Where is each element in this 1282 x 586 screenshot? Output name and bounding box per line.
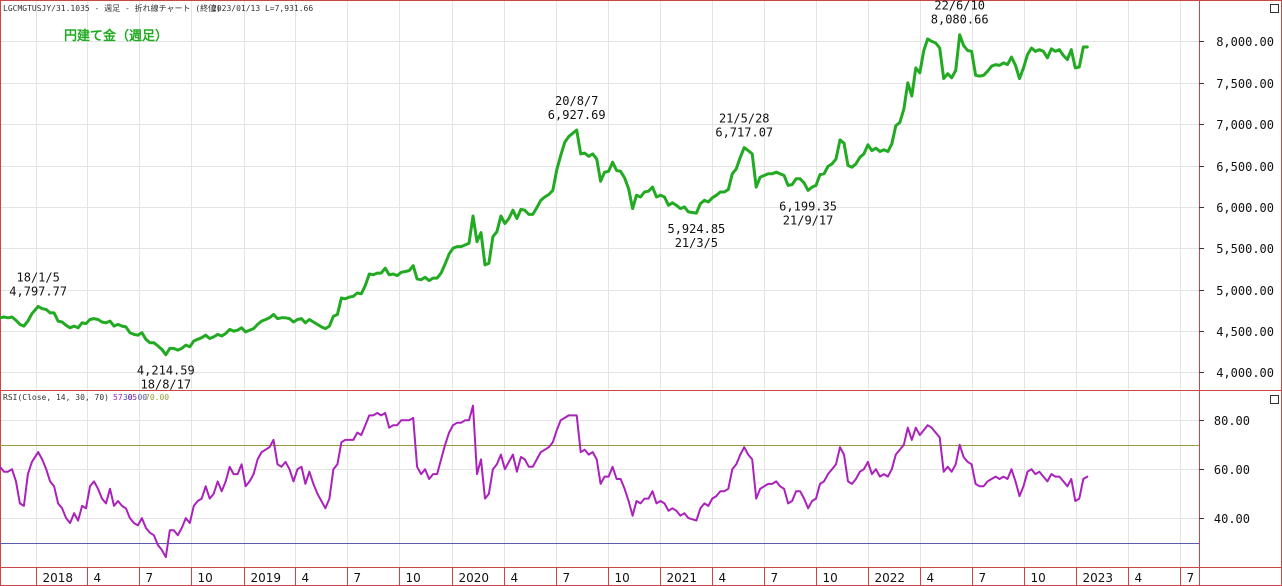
- rsi-header: RSI(Close, 14, 30, 70) 57.05 30.00 70.00: [3, 393, 169, 402]
- rsi-plot: [0, 404, 1199, 559]
- price-y-tick-label: 6,500.00: [1216, 160, 1274, 174]
- price-annotation: 21/5/286,717.07: [715, 112, 773, 140]
- price-y-tick-label: 5,000.00: [1216, 284, 1274, 298]
- rsi-lower-value: 30.00: [123, 393, 147, 402]
- x-tick-label: 10: [198, 571, 213, 585]
- x-tick-label: 4: [719, 571, 727, 585]
- price-annotation: 22/6/108,080.66: [931, 0, 989, 27]
- rsi-upper-value: 70.00: [145, 393, 169, 402]
- x-tick-label: 4: [1135, 571, 1143, 585]
- date-header: 2023/01/13 L=7,931.66: [212, 4, 313, 13]
- price-panel-close-button[interactable]: [1270, 4, 1279, 13]
- price-y-tick-label: 4,500.00: [1216, 325, 1274, 339]
- symbol-header: LGCMGTUSJY/31.1035 - 週足 - 折れ線チャート (終値): [3, 3, 221, 13]
- price-series-line: [0, 33, 1089, 357]
- annotation-line-2: 4,797.77: [9, 284, 67, 298]
- annotation-line-1: 22/6/10: [934, 0, 985, 13]
- x-tick-label: 10: [823, 571, 838, 585]
- x-tick-label: 2023: [1083, 571, 1114, 585]
- rsi-y-tick-label: 80.00: [1214, 414, 1250, 428]
- annotation-line-2: 8,080.66: [931, 13, 989, 27]
- rsi-y-axis: 40.00 60.00 80.00: [1199, 414, 1250, 526]
- price-y-tick-label: 8,000.00: [1216, 35, 1274, 49]
- rsi-series-line: [0, 404, 1089, 559]
- rsi-value: 57.05: [113, 393, 137, 402]
- price-y-tick-label: 7,500.00: [1216, 77, 1274, 91]
- annotation-line-1: 4,214.59: [137, 364, 195, 378]
- rsi-y-tick-label: 40.00: [1214, 512, 1250, 526]
- rsi-gridlines: [0, 391, 1199, 567]
- price-y-tick-label: 7,000.00: [1216, 118, 1274, 132]
- annotation-line-2: 6,717.07: [715, 126, 773, 140]
- annotation-line-1: 20/8/7: [555, 94, 598, 108]
- annotation-line-2: 21/9/17: [783, 213, 834, 227]
- annotation-line-2: 21/3/5: [675, 236, 718, 250]
- x-tick-label: 7: [979, 571, 987, 585]
- price-y-tick-label: 4,000.00: [1216, 366, 1274, 380]
- x-tick-label: 4: [927, 571, 935, 585]
- x-tick-label: 4: [94, 571, 102, 585]
- x-tick-label: 2021: [667, 571, 698, 585]
- x-tick-label: 10: [615, 571, 630, 585]
- price-y-tick-label: 5,500.00: [1216, 242, 1274, 256]
- price-y-axis: 4,000.00 4,500.00 5,000.00 5,500.00 6,000.00…: [1199, 35, 1274, 380]
- x-tick-label: 7: [146, 571, 154, 585]
- x-tick-label: 10: [406, 571, 421, 585]
- annotation-line-1: 21/5/28: [719, 112, 770, 126]
- x-tick-label: 4: [302, 571, 310, 585]
- chart-title: 円建て金（週足）: [64, 28, 168, 44]
- rsi-label: RSI(Close, 14, 30, 70): [3, 393, 109, 402]
- x-tick-label: 2020: [459, 571, 490, 585]
- x-tick-label: 2022: [875, 571, 906, 585]
- rsi-y-tick-label: 60.00: [1214, 463, 1250, 477]
- annotation-line-1: 18/1/5: [17, 270, 60, 284]
- price-y-tick-label: 6,000.00: [1216, 201, 1274, 215]
- x-tick-label: 2018: [43, 571, 74, 585]
- x-tick-label: 7: [1187, 571, 1195, 585]
- x-tick-label: 7: [354, 571, 362, 585]
- x-tick-label: 2019: [251, 571, 282, 585]
- price-gridlines: [0, 0, 1199, 389]
- annotation-line-1: 6,199.35: [779, 199, 837, 213]
- price-plot: [0, 33, 1089, 357]
- date-x-axis: 2018 4 7 10 2019 4 7 10 2020 4 7 10 2021 4 7 10 2022 4 7 10…: [36, 567, 1195, 586]
- annotation-line-1: 5,924.85: [667, 222, 725, 236]
- price-annotation: 20/8/76,927.69: [548, 94, 606, 122]
- x-tick-label: 10: [1031, 571, 1046, 585]
- x-tick-label: 7: [563, 571, 571, 585]
- x-tick-label: 7: [771, 571, 779, 585]
- price-annotation: 18/1/54,797.77: [9, 270, 67, 298]
- x-tick-label: 4: [511, 571, 519, 585]
- rsi-panel-close-button[interactable]: [1270, 395, 1279, 404]
- annotation-line-2: 6,927.69: [548, 108, 606, 122]
- annotation-line-2: 18/8/17: [141, 378, 192, 392]
